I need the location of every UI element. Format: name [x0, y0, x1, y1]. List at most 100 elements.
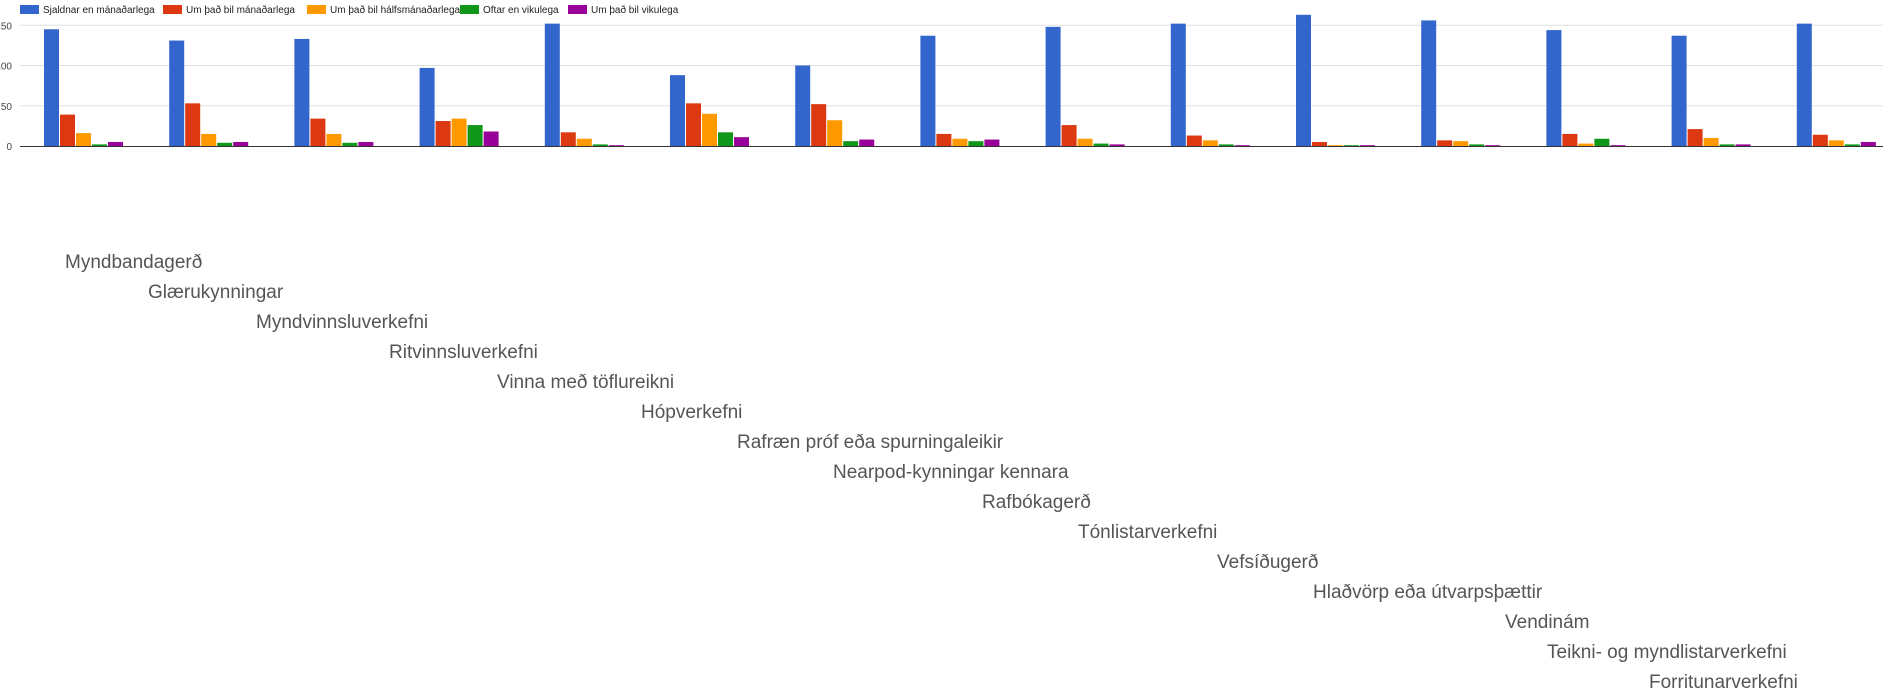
bar-um-a-bil-vikulega	[108, 141, 123, 146]
bar-um-a-bil-vikulega	[608, 145, 624, 146]
bar-sjaldnar-en-mana-arlega	[1296, 14, 1311, 146]
bar-sjaldnar-en-mana-arlega	[44, 29, 59, 146]
bars	[44, 14, 1876, 147]
bar-um-a-bil-vikulega	[233, 141, 249, 146]
category-label: Rafræn próf eða spurningaleikir	[737, 432, 1004, 453]
bar-sjaldnar-en-mana-arlega	[1796, 23, 1812, 146]
bar-oftar-en-vikulega	[342, 142, 358, 146]
category-label: Myndbandagerð	[65, 252, 202, 273]
bar-um-a-bil-vikulega	[1610, 145, 1626, 146]
chart-legend: Sjaldnar en mánaðarlega Um það bil mánaða…	[20, 4, 679, 16]
bar-um-a-bil-halfsmana-arlega	[201, 133, 217, 146]
category-label: Glærukynningar	[148, 282, 284, 303]
bar-oftar-en-vikulega	[592, 144, 608, 146]
bar-um-a-bil-mana-arlega	[936, 133, 952, 146]
bar-oftar-en-vikulega	[1218, 144, 1234, 146]
category-label: Vefsíðugerð	[1217, 552, 1318, 573]
bar-um-a-bil-halfsmana-arlega	[1578, 143, 1594, 146]
bar-oftar-en-vikulega	[1719, 144, 1735, 146]
legend-swatch-um-a-bil-vikulega	[568, 5, 587, 14]
bar-um-a-bil-mana-arlega	[1812, 134, 1828, 146]
bar-um-a-bil-halfsmana-arlega	[1077, 138, 1093, 146]
bar-um-a-bil-vikulega	[483, 131, 499, 146]
legend-label: Oftar en vikulega	[483, 5, 559, 16]
category-label: Myndvinnsluverkefni	[256, 312, 428, 333]
bar-um-a-bil-vikulega	[358, 141, 374, 146]
bar-oftar-en-vikulega	[1344, 145, 1359, 146]
bar-um-a-bil-mana-arlega	[60, 114, 75, 146]
legend-swatch-um-a-bil-halfsmana-arlega	[307, 5, 326, 14]
bar-sjaldnar-en-mana-arlega	[795, 65, 811, 146]
bar-um-a-bil-vikulega	[1735, 144, 1751, 146]
bar-um-a-bil-halfsmana-arlega	[952, 138, 968, 146]
y-tick-label: 100	[0, 62, 12, 73]
legend-swatch-um-a-bil-mana-arlega	[163, 5, 182, 14]
bar-oftar-en-vikulega	[92, 144, 107, 146]
bar-um-a-bil-mana-arlega	[310, 118, 326, 146]
bar-sjaldnar-en-mana-arlega	[1421, 20, 1437, 147]
y-tick-label: 50	[1, 102, 13, 113]
bar-um-a-bil-mana-arlega	[1437, 140, 1453, 146]
bar-oftar-en-vikulega	[467, 125, 483, 146]
bar-sjaldnar-en-mana-arlega	[920, 35, 936, 147]
bar-um-a-bil-mana-arlega	[185, 103, 201, 146]
bar-um-a-bil-halfsmana-arlega	[1453, 141, 1469, 146]
bar-um-a-bil-halfsmana-arlega	[1703, 137, 1719, 146]
bar-um-a-bil-mana-arlega	[1687, 129, 1703, 146]
bar-um-a-bil-mana-arlega	[811, 104, 827, 146]
category-label: Hópverkefni	[641, 402, 742, 423]
legend-swatch-sjaldnar-en-mana-arlega	[20, 5, 39, 14]
category-label: Forritunarverkefni	[1649, 672, 1798, 693]
bar-sjaldnar-en-mana-arlega	[1671, 35, 1687, 147]
bar-um-a-bil-halfsmana-arlega	[702, 113, 717, 146]
bar-um-a-bil-mana-arlega	[1562, 133, 1578, 146]
category-label: Nearpod-kynningar kennara	[833, 462, 1069, 483]
bar-um-a-bil-vikulega	[734, 137, 749, 146]
bar-um-a-bil-halfsmana-arlega	[451, 118, 467, 146]
legend-swatch-oftar-en-vikulega	[460, 5, 479, 14]
bar-oftar-en-vikulega	[1594, 138, 1610, 146]
category-label: Teikni- og myndlistarverkefni	[1547, 642, 1787, 663]
bar-sjaldnar-en-mana-arlega	[1170, 23, 1186, 146]
bar-um-a-bil-vikulega	[984, 139, 1000, 146]
bar-um-a-bil-mana-arlega	[1312, 141, 1327, 146]
y-axis-ticks: 0 50 100 150	[0, 21, 12, 153]
category-labels: Myndbandagerð Glærukynningar Myndvinnsluve…	[65, 252, 1798, 693]
bar-sjaldnar-en-mana-arlega	[1546, 30, 1562, 146]
bar-oftar-en-vikulega	[718, 132, 733, 146]
bar-oftar-en-vikulega	[843, 141, 859, 146]
bar-um-a-bil-halfsmana-arlega	[827, 120, 843, 146]
bar-um-a-bil-halfsmana-arlega	[1828, 140, 1844, 146]
bar-um-a-bil-halfsmana-arlega	[326, 133, 342, 146]
category-label: Hlaðvörp eða útvarpsþættir	[1313, 582, 1543, 603]
bar-um-a-bil-vikulega	[1360, 145, 1375, 146]
bar-sjaldnar-en-mana-arlega	[544, 23, 560, 146]
legend-label: Sjaldnar en mánaðarlega	[43, 4, 155, 16]
legend-label: Um það bil mánaðarlega	[186, 4, 295, 16]
category-label: Vinna með töflureikni	[497, 372, 674, 393]
bar-oftar-en-vikulega	[1093, 143, 1109, 146]
bar-um-a-bil-vikulega	[859, 139, 875, 146]
bar-um-a-bil-halfsmana-arlega	[576, 138, 592, 146]
category-label: Rafbókagerð	[982, 492, 1091, 513]
bar-um-a-bil-vikulega	[1860, 141, 1876, 146]
bar-oftar-en-vikulega	[1844, 144, 1860, 146]
bar-um-a-bil-mana-arlega	[435, 121, 451, 146]
bar-um-a-bil-vikulega	[1109, 144, 1125, 146]
bar-um-a-bil-mana-arlega	[1186, 135, 1202, 146]
bar-um-a-bil-halfsmana-arlega	[76, 133, 91, 146]
bar-um-a-bil-vikulega	[1234, 145, 1250, 146]
category-label: Vendinám	[1505, 612, 1590, 633]
bar-sjaldnar-en-mana-arlega	[1045, 26, 1061, 146]
bar-um-a-bil-halfsmana-arlega	[1328, 145, 1343, 146]
y-tick-label: 0	[6, 142, 12, 153]
bar-oftar-en-vikulega	[968, 141, 984, 146]
gridlines	[20, 24, 1883, 107]
category-label: Ritvinnsluverkefni	[389, 342, 538, 363]
bar-sjaldnar-en-mana-arlega	[294, 38, 310, 147]
bar-sjaldnar-en-mana-arlega	[419, 67, 435, 146]
bar-um-a-bil-vikulega	[1485, 145, 1501, 146]
bar-um-a-bil-mana-arlega	[686, 103, 701, 146]
legend-label: Um það bil hálfsmánaðarlega	[330, 4, 461, 16]
